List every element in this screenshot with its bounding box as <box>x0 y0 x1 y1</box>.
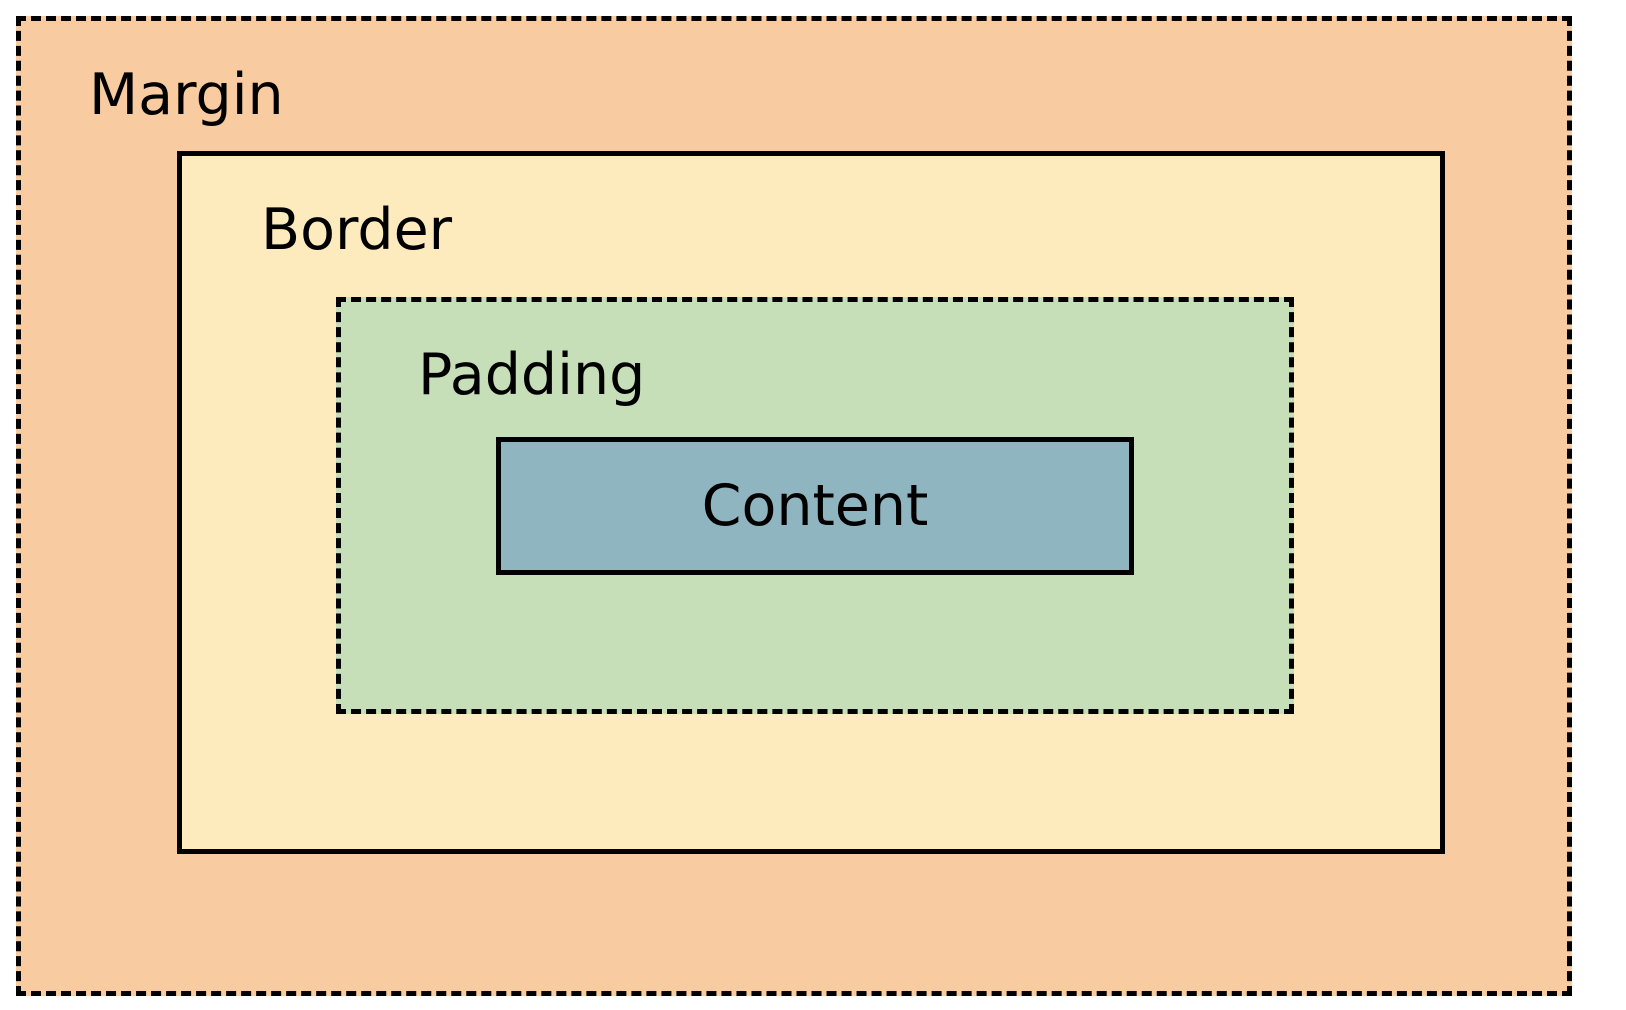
content-label: Content <box>701 472 929 539</box>
padding-label: Padding <box>418 342 646 408</box>
border-label: Border <box>261 197 453 263</box>
content-box: Content <box>496 437 1134 575</box>
margin-label: Margin <box>89 62 284 128</box>
